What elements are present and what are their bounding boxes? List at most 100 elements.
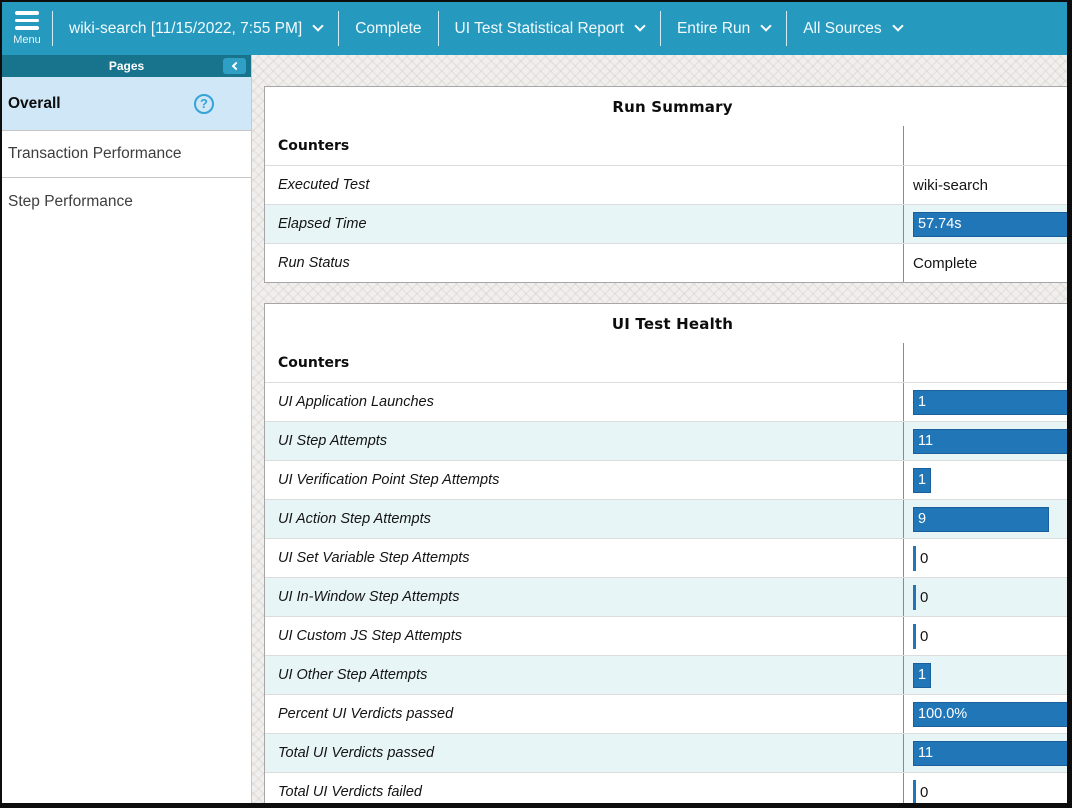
counter-label: Total UI Verdicts passed bbox=[278, 745, 435, 761]
table-row: Percent UI Verdicts passed 100.0% bbox=[265, 694, 1067, 733]
value-bar: 57.74s bbox=[913, 211, 1067, 237]
counter-value: 0 bbox=[920, 627, 929, 645]
ui-test-health-table: UI Test Health Counters UI Application Lau… bbox=[264, 303, 1067, 803]
menu-button-label: Menu bbox=[13, 33, 41, 46]
value-bar: 1 bbox=[913, 389, 1067, 415]
counter-label: UI Application Launches bbox=[278, 394, 434, 410]
pages-header-title: Pages bbox=[108, 59, 145, 73]
counter-value-cell: 0 bbox=[903, 617, 1067, 655]
table-row: Run Status Complete bbox=[265, 243, 1067, 282]
table-row: UI Custom JS Step Attempts 0 bbox=[265, 616, 1067, 655]
table-row: UI In-Window Step Attempts 0 bbox=[265, 577, 1067, 616]
counter-value-cell: 0 bbox=[903, 773, 1067, 803]
counter-label: UI Step Attempts bbox=[278, 433, 388, 449]
top-toolbar: Menu wiki-search [11/15/2022, 7:55 PM] C… bbox=[2, 2, 1067, 55]
table-title: UI Test Health bbox=[611, 315, 734, 333]
counter-label: UI Action Step Attempts bbox=[278, 511, 431, 527]
scope-selector-dropdown[interactable]: Entire Run bbox=[661, 2, 786, 55]
content-area: Pages Overall ? Transaction Performance … bbox=[2, 55, 1067, 803]
counter-value: 0 bbox=[920, 549, 929, 567]
counter-label: UI Verification Point Step Attempts bbox=[278, 472, 500, 488]
counter-value-cell: 100.0% bbox=[903, 695, 1067, 733]
counter-value-cell: 0 bbox=[903, 578, 1067, 616]
counter-value-cell: 1 bbox=[903, 383, 1067, 421]
table-row: UI Step Attempts 11 bbox=[265, 421, 1067, 460]
value-column bbox=[903, 126, 1067, 165]
table-row: Executed Test wiki-search bbox=[265, 165, 1067, 204]
chevron-down-icon bbox=[891, 20, 904, 32]
run-selector-label: wiki-search [11/15/2022, 7:55 PM] bbox=[69, 19, 303, 37]
counter-label: UI Custom JS Step Attempts bbox=[278, 628, 462, 644]
counter-label: Elapsed Time bbox=[278, 216, 367, 232]
table-section-header-row: Counters bbox=[265, 343, 1067, 382]
counter-label: UI Set Variable Step Attempts bbox=[278, 550, 470, 566]
help-icon[interactable]: ? bbox=[194, 93, 214, 114]
section-header-label: Counters bbox=[278, 354, 350, 371]
table-title: Run Summary bbox=[612, 98, 733, 116]
sidebar-collapse-button[interactable] bbox=[223, 58, 246, 74]
table-row: UI Action Step Attempts 9 bbox=[265, 499, 1067, 538]
chevron-down-icon bbox=[760, 20, 772, 32]
counter-label: UI Other Step Attempts bbox=[278, 667, 428, 683]
value-bar: 1 bbox=[913, 467, 931, 493]
run-summary-table: Run Summary Counters Executed Test wiki-sea… bbox=[264, 86, 1067, 283]
counter-value-cell: 11 bbox=[903, 734, 1067, 772]
table-row: UI Verification Point Step Attempts 1 bbox=[265, 460, 1067, 499]
zero-value-bar bbox=[913, 545, 916, 571]
value-bar: 9 bbox=[913, 506, 1049, 532]
value-bar: 11 bbox=[913, 428, 1067, 454]
scope-selector-label: Entire Run bbox=[676, 19, 751, 37]
counter-value-cell: 9 bbox=[903, 500, 1067, 538]
table-row: UI Application Launches 1 bbox=[265, 382, 1067, 421]
table-row: Total UI Verdicts failed 0 bbox=[265, 772, 1067, 803]
toolbar-separator bbox=[437, 11, 439, 46]
value-bar: 1 bbox=[913, 662, 931, 688]
zero-value-bar bbox=[913, 779, 916, 803]
counter-value-cell: 1 bbox=[903, 461, 1067, 499]
sidebar-item-transaction-performance[interactable]: Transaction Performance bbox=[2, 131, 251, 178]
section-header-label: Counters bbox=[278, 137, 350, 154]
run-status-indicator: Complete bbox=[339, 2, 437, 55]
value-bar: 100.0% bbox=[913, 701, 1067, 727]
table-row: Elapsed Time 57.74s bbox=[265, 204, 1067, 243]
sidebar-item-label: Transaction Performance bbox=[8, 145, 182, 162]
sidebar-item-overall[interactable]: Overall ? bbox=[2, 77, 251, 131]
sidebar-item-label: Overall bbox=[8, 94, 61, 112]
hamburger-icon bbox=[15, 11, 39, 30]
counter-value: 0 bbox=[920, 783, 929, 801]
counter-value-cell: wiki-search bbox=[903, 166, 1067, 204]
zero-value-bar bbox=[913, 623, 916, 649]
run-selector-dropdown[interactable]: wiki-search [11/15/2022, 7:55 PM] bbox=[53, 2, 338, 55]
value-column bbox=[903, 343, 1067, 382]
counter-value-cell: 11 bbox=[903, 422, 1067, 460]
counter-label: Run Status bbox=[278, 255, 350, 271]
menu-button[interactable]: Menu bbox=[2, 2, 52, 55]
table-row: UI Set Variable Step Attempts 0 bbox=[265, 538, 1067, 577]
chevron-down-icon bbox=[312, 20, 324, 32]
toolbar-separator bbox=[659, 11, 661, 46]
counter-value-cell: 57.74s bbox=[903, 205, 1067, 243]
run-status-label: Complete bbox=[355, 19, 422, 37]
sidebar-item-label: Step Performance bbox=[8, 192, 133, 210]
report-main-panel: Run Summary Counters Executed Test wiki-sea… bbox=[252, 55, 1067, 803]
counter-label: Total UI Verdicts failed bbox=[278, 784, 422, 800]
report-selector-dropdown[interactable]: UI Test Statistical Report bbox=[439, 2, 660, 55]
table-row: Total UI Verdicts passed 11 bbox=[265, 733, 1067, 772]
zero-value-bar bbox=[913, 584, 916, 610]
counter-value: wiki-search bbox=[913, 176, 989, 194]
pages-sidebar: Pages Overall ? Transaction Performance … bbox=[2, 55, 252, 803]
counter-label: Percent UI Verdicts passed bbox=[278, 706, 454, 722]
table-row: UI Other Step Attempts 1 bbox=[265, 655, 1067, 694]
pages-nav: Overall ? Transaction Performance Step P… bbox=[2, 77, 251, 225]
toolbar-separator bbox=[338, 11, 340, 46]
sidebar-item-step-performance[interactable]: Step Performance bbox=[2, 178, 251, 225]
sources-selector-dropdown[interactable]: All Sources bbox=[787, 2, 917, 55]
toolbar-separator bbox=[786, 11, 788, 46]
report-selector-label: UI Test Statistical Report bbox=[454, 19, 624, 37]
toolbar-separator bbox=[52, 11, 53, 46]
counter-label: UI In-Window Step Attempts bbox=[278, 589, 460, 605]
counter-value-cell: 0 bbox=[903, 539, 1067, 577]
counter-value: Complete bbox=[913, 254, 978, 272]
counter-value-cell: Complete bbox=[903, 244, 1067, 282]
